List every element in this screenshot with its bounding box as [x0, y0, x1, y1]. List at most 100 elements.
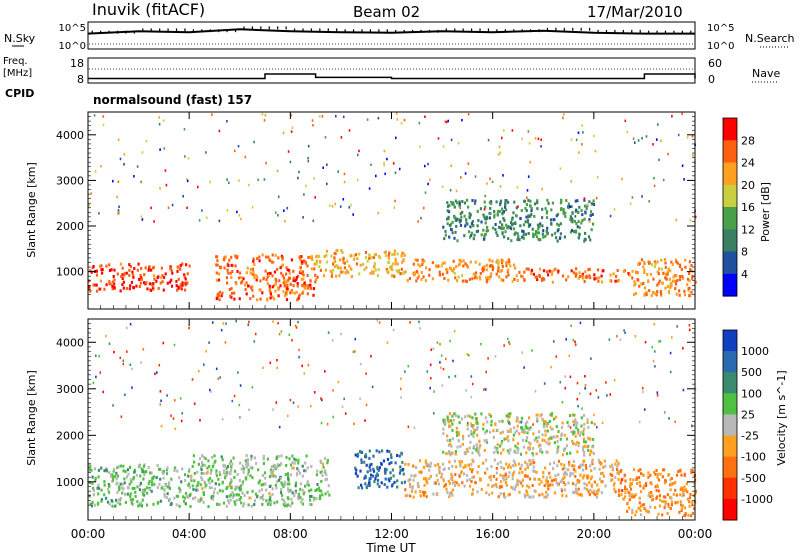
velocity-speckle — [503, 344, 505, 347]
velocity-speckle — [654, 365, 656, 368]
power-cell — [551, 280, 554, 284]
velocity-cell — [587, 474, 590, 478]
power-cell — [164, 272, 167, 276]
power-cell — [548, 269, 551, 273]
power-speckle — [641, 195, 643, 198]
power-cell — [370, 256, 373, 259]
velocity-speckle — [404, 370, 406, 373]
power-cell — [517, 235, 520, 239]
velocity-cell — [124, 470, 127, 474]
velocity-speckle — [682, 388, 685, 392]
power-cell — [424, 279, 427, 283]
power-cell — [446, 209, 449, 213]
power-cell — [406, 279, 409, 283]
velocity-speckle — [174, 399, 176, 402]
power-cell — [571, 228, 574, 232]
velocity-cell — [200, 498, 203, 502]
power-cell — [217, 278, 221, 282]
velocity-cell — [683, 485, 686, 489]
velocity-cell — [479, 477, 482, 481]
velocity-cell — [492, 435, 495, 439]
velocity-speckle — [605, 381, 607, 384]
power-cell — [588, 267, 591, 271]
power-cell — [269, 292, 273, 296]
velocity-cell — [188, 469, 191, 473]
power-cell — [569, 217, 572, 221]
power-cell — [453, 215, 456, 219]
power-cell — [484, 205, 487, 209]
power-cell — [456, 239, 459, 243]
velocity-cell — [243, 502, 246, 506]
power-speckle — [394, 199, 396, 203]
power-speckle — [141, 218, 144, 221]
power-cell — [600, 274, 603, 278]
velocity-cell — [419, 490, 422, 493]
power-cell — [573, 219, 576, 223]
power-cell — [335, 249, 338, 253]
power-cell — [593, 273, 596, 277]
power-cell — [509, 221, 513, 225]
velocity-cell — [635, 510, 638, 514]
velocity-cell — [126, 468, 129, 472]
velocity-cell — [200, 471, 203, 475]
power-cell — [589, 210, 593, 214]
power-cell — [536, 199, 539, 203]
velocity-cell — [320, 479, 323, 483]
velocity-cell — [97, 475, 100, 479]
velocity-y-tick-label: 4000 — [56, 336, 84, 349]
power-cell — [564, 214, 567, 218]
velocity-cell — [294, 484, 297, 488]
velocity-cell — [376, 478, 380, 482]
power-cell — [503, 235, 506, 239]
power-speckle — [521, 137, 523, 140]
power-cell — [615, 274, 618, 278]
power-speckle — [211, 113, 213, 116]
velocity-cell — [280, 462, 283, 466]
power-speckle — [442, 145, 445, 148]
velocity-cell — [645, 509, 648, 513]
power-cell — [116, 272, 119, 276]
velocity-cell — [197, 481, 200, 484]
velocity-cell — [111, 504, 114, 508]
velocity-cell — [166, 466, 169, 470]
power-cell — [657, 281, 660, 285]
power-speckle — [621, 177, 623, 181]
velocity-speckle — [280, 330, 283, 333]
velocity-cell — [562, 472, 565, 476]
power-cell — [535, 235, 538, 239]
power-cell — [643, 271, 646, 274]
power-cell — [519, 217, 522, 221]
power-cell — [445, 267, 448, 271]
velocity-cell — [472, 425, 475, 429]
velocity-speckle — [468, 354, 470, 357]
power-speckle — [226, 209, 229, 212]
power-speckle — [117, 180, 120, 183]
power-cell — [499, 203, 502, 207]
velocity-cell — [545, 441, 548, 445]
power-cell — [341, 251, 344, 254]
velocity-cell — [522, 438, 525, 442]
power-speckle — [692, 154, 694, 157]
velocity-cell — [365, 455, 368, 459]
velocity-cell — [600, 480, 603, 484]
power-cell — [256, 275, 259, 279]
velocity-cell — [190, 476, 193, 480]
velocity-cell — [147, 466, 150, 469]
velocity-cell — [574, 487, 577, 491]
velocity-cell — [320, 461, 323, 464]
power-cell — [472, 237, 475, 241]
power-cell — [500, 261, 504, 265]
power-speckle — [183, 128, 186, 131]
velocity-cell — [579, 493, 582, 496]
power-cell — [575, 229, 578, 233]
velocity-cell — [141, 489, 144, 493]
velocity-speckle — [440, 366, 442, 369]
power-cell — [525, 203, 528, 206]
velocity-cell — [210, 496, 213, 500]
power-cell — [546, 232, 549, 236]
velocity-cell — [173, 496, 176, 500]
velocity-cell — [231, 462, 234, 466]
velocity-cell — [296, 467, 299, 471]
velocity-cell — [529, 495, 532, 499]
